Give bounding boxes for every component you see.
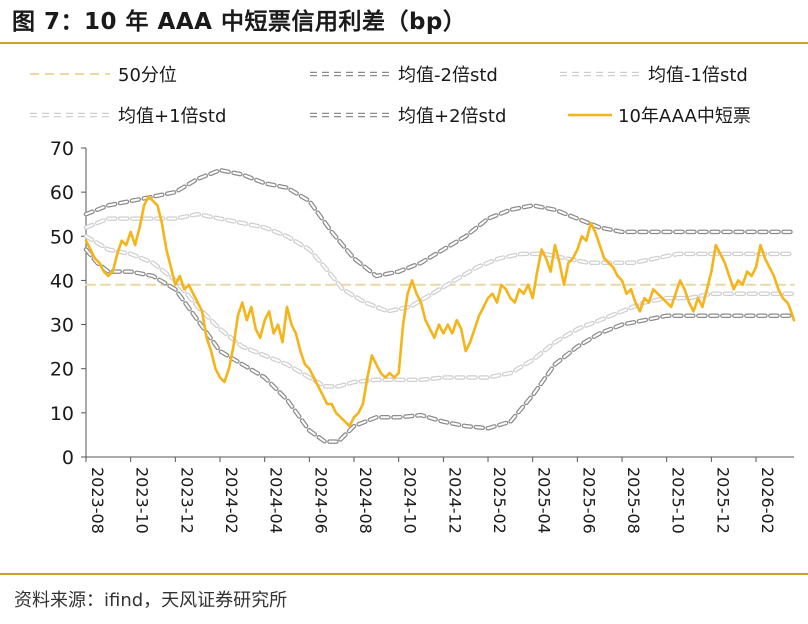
source-note: 资料来源：ifind，天风证券研究所 xyxy=(14,590,288,611)
legend-label-1: 均值-2倍std xyxy=(398,65,498,86)
x-tick-label-2025-10: 2025-10 xyxy=(669,467,688,534)
y-tick-label-70: 70 xyxy=(50,138,74,160)
series-line-1 xyxy=(83,247,797,444)
x-tick-label-2024-08: 2024-08 xyxy=(356,467,375,534)
x-tick-label-2025-12: 2025-12 xyxy=(713,467,732,534)
x-tick-label-2024-04: 2024-04 xyxy=(267,467,286,534)
series-3 xyxy=(83,211,797,314)
series-line-4 xyxy=(83,167,797,279)
legend-item-1: 均值-2倍std xyxy=(310,65,498,86)
x-tick-label-2024-02: 2024-02 xyxy=(222,467,241,534)
legend: 50分位 均值-2倍std 均值-1倍std 均值+1倍std 均值+2倍std 10年A… xyxy=(30,65,751,127)
legend-item-0: 50分位 xyxy=(30,65,177,86)
x-tick-label-2024-12: 2024-12 xyxy=(445,467,464,534)
legend-label-2: 均值-1倍std xyxy=(648,65,748,86)
x-tick-label-2024-10: 2024-10 xyxy=(401,467,420,534)
x-tick-label-2025-02: 2025-02 xyxy=(490,467,509,534)
series-2 xyxy=(83,234,797,389)
x-tick-label-2023-08: 2023-08 xyxy=(88,467,107,534)
series-line-1-inner xyxy=(85,248,795,443)
series-line-2-inner xyxy=(85,235,795,388)
y-tick-label-0: 0 xyxy=(62,447,74,469)
legend-item-4: 均值+2倍std xyxy=(310,106,506,127)
x-tick-label-2025-08: 2025-08 xyxy=(624,467,643,534)
series-4 xyxy=(83,167,797,279)
legend-label-3: 均值+1倍std xyxy=(118,106,226,127)
x-tick-label-2025-04: 2025-04 xyxy=(535,467,554,534)
legend-label-4: 均值+2倍std xyxy=(398,106,506,127)
legend-item-5: 10年AAA中短票 xyxy=(568,106,751,127)
y-tick-label-10: 10 xyxy=(50,403,74,425)
y-tick-label-20: 20 xyxy=(50,359,74,381)
credit-spread-chart: 50分位 均值-2倍std 均值-1倍std 均值+1倍std 均值+2倍std 10年A… xyxy=(30,65,797,534)
legend-label-5: 10年AAA中短票 xyxy=(618,106,751,127)
x-tick-label-2025-06: 2025-06 xyxy=(579,467,598,534)
source-divider xyxy=(0,573,808,575)
page-title: 图 7：10 年 AAA 中短票信用利差（bp） xyxy=(12,9,467,35)
y-tick-label-40: 40 xyxy=(50,270,74,292)
x-tick-label-2023-10: 2023-10 xyxy=(133,467,152,534)
legend-label-0: 50分位 xyxy=(118,65,177,86)
plot-area xyxy=(83,167,797,444)
y-tick-label-60: 60 xyxy=(50,182,74,204)
title-divider xyxy=(0,42,808,44)
y-tick-label-30: 30 xyxy=(50,315,74,337)
axes: 0 10 20 30 40 50 60 70 2023-08 2023-10 2023-12 2024… xyxy=(50,138,794,534)
legend-item-2: 均值-1倍std xyxy=(560,65,748,86)
series-line-4-inner xyxy=(85,169,795,277)
series-line-5 xyxy=(84,195,796,428)
x-tick-label-2026-02: 2026-02 xyxy=(758,467,777,534)
legend-item-3: 均值+1倍std xyxy=(30,106,226,127)
y-tick-label-50: 50 xyxy=(50,226,74,248)
series-line-3-inner xyxy=(85,213,795,313)
x-tick-label-2023-12: 2023-12 xyxy=(177,467,196,534)
x-tick-label-2024-06: 2024-06 xyxy=(311,467,330,534)
series-1 xyxy=(83,247,797,444)
series-5 xyxy=(84,195,796,428)
